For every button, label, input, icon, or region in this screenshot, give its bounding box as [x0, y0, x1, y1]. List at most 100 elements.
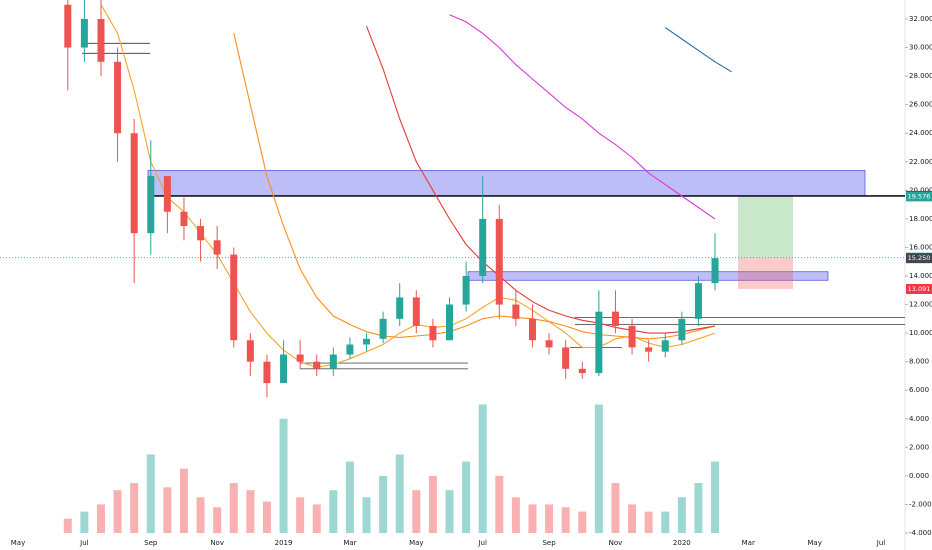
volume-bar — [445, 490, 454, 533]
candle-body — [678, 318, 686, 341]
x-tick-label: Jul — [79, 539, 89, 547]
candle-body — [512, 304, 520, 319]
x-tick-label: 2019 — [275, 539, 293, 547]
volume-bar — [528, 504, 537, 533]
volume-bar — [478, 404, 487, 533]
zone — [147, 169, 866, 197]
volume-bar — [213, 507, 222, 533]
candle-body — [97, 19, 105, 62]
candle-body — [296, 354, 304, 362]
volume-bar — [628, 504, 637, 533]
volume-bar — [63, 518, 72, 533]
volume-bar — [578, 511, 587, 533]
y-tick-label: 28.000 — [909, 72, 932, 80]
volume-bar — [229, 483, 238, 533]
candle-body — [645, 347, 653, 352]
x-tick-label: 2020 — [673, 539, 691, 547]
y-tick-label: -2.000 — [909, 500, 932, 508]
volume-bar — [296, 497, 305, 533]
candle-body — [213, 240, 221, 255]
candle-body — [429, 325, 437, 341]
volume-bar — [262, 501, 271, 533]
volume-bar — [495, 475, 504, 533]
price-label-box — [906, 283, 932, 294]
volume-bar — [594, 404, 603, 533]
x-tick-label: May — [11, 539, 25, 547]
candle-body — [661, 340, 669, 352]
y-tick-label: 14.000 — [909, 272, 932, 280]
volume-bar — [511, 497, 520, 533]
x-tick-label: Sep — [542, 539, 556, 547]
candle-body — [313, 361, 321, 369]
candle-body — [528, 318, 536, 341]
candle-body — [346, 344, 354, 355]
x-tick-label: Nov — [210, 539, 224, 547]
volume-bar — [395, 454, 404, 533]
volume-bar — [179, 468, 188, 533]
volume-bar — [412, 490, 421, 533]
candle-body — [80, 19, 88, 48]
candle-body — [280, 354, 288, 384]
y-tick-label: 30.000 — [909, 44, 932, 52]
volume-bar — [711, 461, 720, 533]
candle-body — [396, 297, 404, 319]
moving-average — [449, 14, 716, 220]
volume-bar — [329, 490, 338, 533]
candle-body — [64, 4, 72, 48]
y-tick-label: 10.000 — [909, 329, 932, 337]
price-label: 15.250 — [908, 254, 931, 262]
price-label: 19.576 — [908, 192, 931, 200]
candle-body — [562, 347, 570, 369]
volume-bar — [545, 504, 554, 533]
candle-body — [163, 176, 171, 212]
x-tick-label: Nov — [609, 539, 623, 547]
candle-body — [545, 340, 553, 348]
volume-bar — [113, 490, 122, 533]
candle-body — [694, 283, 702, 319]
zone — [738, 196, 793, 259]
y-tick-label: 26.000 — [909, 101, 932, 109]
candle-body — [611, 311, 619, 326]
candle-body — [379, 318, 387, 339]
y-tick-label: 20.000 — [909, 186, 932, 194]
volume-bar — [146, 454, 155, 533]
candle-body — [462, 276, 470, 305]
y-tick-label: 12.000 — [909, 301, 932, 309]
zone — [738, 258, 793, 289]
candle-body — [446, 304, 453, 341]
y-tick-label: -4.000 — [909, 529, 932, 537]
y-tick-label: 24.000 — [909, 129, 932, 137]
candle-body — [246, 340, 254, 362]
volume-bar — [611, 483, 620, 533]
candle-body — [363, 338, 371, 345]
volume-bar — [279, 418, 288, 533]
candle-body — [578, 368, 586, 374]
candle-body — [130, 133, 138, 234]
y-tick-label: 8.000 — [909, 358, 929, 366]
candle-body — [495, 218, 503, 305]
volume-bar — [130, 483, 139, 533]
volume-bar — [362, 497, 371, 533]
moving-average — [365, 25, 716, 334]
volume-bar — [379, 475, 388, 533]
x-tick-label: Jul — [477, 539, 487, 547]
candle-body — [197, 226, 205, 241]
y-tick-label: 6.000 — [909, 386, 929, 394]
volume-bar — [561, 507, 570, 533]
y-tick-label: 4.000 — [909, 415, 929, 423]
x-tick-label: May — [409, 539, 423, 547]
volume-bar — [80, 511, 89, 533]
y-tick-label: 16.000 — [909, 243, 932, 251]
x-tick-label: Jul — [876, 539, 886, 547]
volume-bar — [196, 497, 205, 533]
volume-bar — [661, 511, 670, 533]
price-label-box — [906, 253, 932, 264]
price-label-box — [906, 191, 932, 202]
moving-average — [664, 27, 732, 73]
candle-body — [147, 176, 155, 234]
volume-bar — [96, 504, 105, 533]
x-tick-label: Mar — [742, 539, 755, 547]
volume-bar — [312, 504, 321, 533]
